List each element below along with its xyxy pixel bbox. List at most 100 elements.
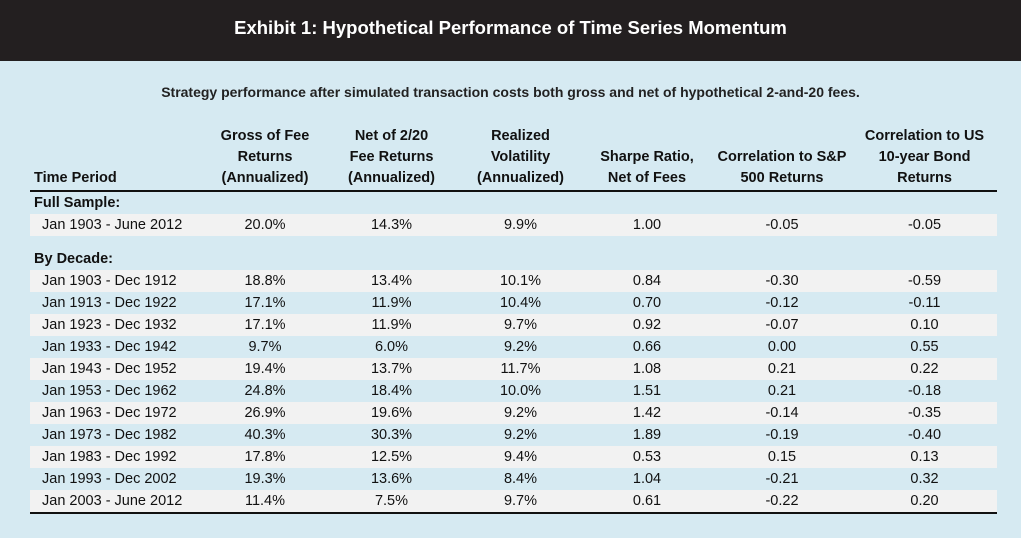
header-line: Fee Returns (349, 149, 434, 165)
header-line: Volatility (490, 149, 551, 165)
time-period-cell: Jan 1993 - Dec 2002 (42, 471, 177, 487)
time-period-cell: Jan 1973 - Dec 1982 (42, 427, 177, 443)
header-line: Net of Fees (607, 170, 687, 186)
section-spacer (30, 236, 997, 248)
table-row: Jan 1913 - Dec 1922 17.1% 11.9% 10.4% 0.70 -0… (30, 292, 997, 314)
net-returns-cell: 11.9% (324, 314, 459, 336)
time-period-cell: Jan 1903 - Dec 1912 (30, 270, 206, 292)
table-row: Jan 1983 - Dec 1992 17.8% 12.5% 9.4% 0.53 0.1… (30, 446, 997, 468)
table-row: Jan 1993 - Dec 2002 19.3% 13.6% 8.4% 1.04 -0.… (30, 468, 997, 490)
table-row: Jan 1943 - Dec 1952 19.4% 13.7% 11.7% 1.08 0.… (30, 358, 997, 380)
gross-returns-cell: 20.0% (206, 214, 324, 236)
net-returns-cell: 13.4% (324, 270, 459, 292)
realized-volatility-cell: 9.2% (459, 402, 582, 424)
table-row: Jan 1973 - Dec 1982 40.3% 30.3% 9.2% 1.89 -0.… (30, 424, 997, 446)
header-realized-volatility: Realized Volatility (Annualized) (459, 126, 582, 192)
section-header-row: Full Sample: (30, 191, 997, 214)
corr-us-bond-cell: -0.11 (908, 295, 941, 311)
corr-us-bond-cell: 0.55 (910, 339, 939, 355)
header-line (712, 126, 852, 147)
corr-us-bond-cell: -0.35 (852, 402, 997, 424)
header-line: Returns (897, 170, 952, 186)
table-row: Jan 1903 - June 2012 20.0% 14.3% 9.9% 1.00 -0… (30, 214, 997, 236)
net-returns-cell: 13.6% (370, 471, 413, 487)
gross-returns-cell: 19.4% (206, 358, 324, 380)
sharpe-ratio-cell: 1.42 (582, 402, 712, 424)
corr-sp500-cell: -0.22 (712, 490, 852, 514)
header-line: Correlation to S&P (717, 149, 847, 165)
header-line: Sharpe Ratio, (600, 149, 694, 165)
realized-volatility-cell: 9.7% (459, 490, 582, 514)
sharpe-ratio-cell: 0.92 (582, 314, 712, 336)
realized-volatility-cell: 10.1% (459, 270, 582, 292)
corr-us-bond-cell: 0.10 (852, 314, 997, 336)
table-body: Full Sample: Jan 1903 - June 2012 20.0% 14.… (30, 191, 997, 514)
gross-returns-cell: 17.1% (206, 314, 324, 336)
realized-volatility-cell: 10.4% (499, 295, 542, 311)
corr-us-bond-cell: 0.22 (852, 358, 997, 380)
header-gross-returns: Gross of Fee Returns (Annualized) (206, 126, 324, 192)
header-sharpe-ratio: Sharpe Ratio, Net of Fees (582, 126, 712, 192)
corr-sp500-cell: -0.14 (712, 402, 852, 424)
header-line: Net of 2/20 (354, 128, 429, 144)
table-row: Jan 1953 - Dec 1962 24.8% 18.4% 10.0% 1.51 0.… (30, 380, 997, 402)
net-returns-cell: 30.3% (370, 427, 413, 443)
spacer-cell (30, 236, 997, 248)
gross-returns-cell: 18.8% (206, 270, 324, 292)
corr-us-bond-cell: 0.20 (852, 490, 997, 514)
realized-volatility-cell: 8.4% (503, 471, 538, 487)
time-period-cell: Jan 1963 - Dec 1972 (30, 402, 206, 424)
corr-sp500-cell: -0.05 (712, 214, 852, 236)
corr-sp500-cell: -0.19 (765, 427, 799, 443)
performance-table: Time Period Gross of Fee Returns (Annualize… (30, 126, 997, 514)
gross-returns-cell: 26.9% (206, 402, 324, 424)
header-line: (Annualized) (477, 170, 564, 186)
net-returns-cell: 19.6% (324, 402, 459, 424)
realized-volatility-cell: 9.4% (459, 446, 582, 468)
realized-volatility-cell: 9.2% (503, 339, 538, 355)
exhibit-title: Exhibit 1: Hypothetical Performance of T… (234, 16, 787, 38)
table-row: Jan 1923 - Dec 1932 17.1% 11.9% 9.7% 0.92 -0.… (30, 314, 997, 336)
time-period-cell: Jan 1923 - Dec 1932 (30, 314, 206, 336)
gross-returns-cell: 40.3% (244, 427, 286, 443)
net-returns-cell: 13.7% (324, 358, 459, 380)
table-row: Jan 1903 - Dec 1912 18.8% 13.4% 10.1% 0.84 -0… (30, 270, 997, 292)
header-line (34, 126, 206, 147)
time-period-cell: Jan 1933 - Dec 1942 (42, 339, 177, 355)
table-row: Jan 1963 - Dec 1972 26.9% 19.6% 9.2% 1.42 -0.… (30, 402, 997, 424)
corr-us-bond-cell: -0.59 (852, 270, 997, 292)
header-line: 500 Returns (740, 170, 824, 186)
header-line: Returns (237, 149, 293, 165)
header-corr-us-bond: Correlation to US 10-year Bond Returns (852, 126, 997, 192)
gross-returns-cell: 17.8% (206, 446, 324, 468)
exhibit-subtitle: Strategy performance after simulated tra… (161, 84, 860, 100)
sharpe-ratio-cell: 0.61 (582, 490, 712, 514)
time-period-cell: Jan 1983 - Dec 1992 (30, 446, 206, 468)
realized-volatility-cell: 11.7% (459, 358, 582, 380)
header-line: 10-year Bond (878, 149, 971, 165)
table-row: Jan 1933 - Dec 1942 9.7% 6.0% 9.2% 0.66 0.00 0… (30, 336, 997, 358)
header-line: (Annualized) (221, 170, 309, 186)
header-row: Time Period Gross of Fee Returns (Annualize… (30, 126, 997, 192)
net-returns-cell: 18.4% (370, 383, 413, 399)
realized-volatility-cell: 9.7% (459, 314, 582, 336)
header-line: Correlation to US (864, 128, 985, 144)
time-period-cell: Jan 1913 - Dec 1922 (42, 295, 177, 311)
net-returns-cell: 7.5% (324, 490, 459, 514)
sharpe-ratio-cell: 0.53 (582, 446, 712, 468)
corr-us-bond-cell: -0.05 (852, 214, 997, 236)
net-returns-cell: 11.9% (371, 295, 412, 311)
corr-sp500-cell: 0.21 (767, 383, 797, 399)
corr-sp500-cell: 0.21 (712, 358, 852, 380)
header-net-returns: Net of 2/20 Fee Returns (Annualized) (324, 126, 459, 192)
realized-volatility-cell: 10.0% (499, 383, 542, 399)
sharpe-ratio-cell: 0.70 (632, 295, 662, 311)
header-line (582, 126, 712, 147)
header-line: (Annualized) (348, 170, 435, 186)
sharpe-ratio-cell: 1.00 (582, 214, 712, 236)
realized-volatility-cell: 9.2% (503, 427, 538, 443)
sharpe-ratio-cell: 1.89 (632, 427, 662, 443)
header-line: Gross of Fee (220, 128, 310, 144)
header-line: Time Period (34, 170, 117, 186)
sharpe-ratio-cell: 1.51 (632, 383, 662, 399)
